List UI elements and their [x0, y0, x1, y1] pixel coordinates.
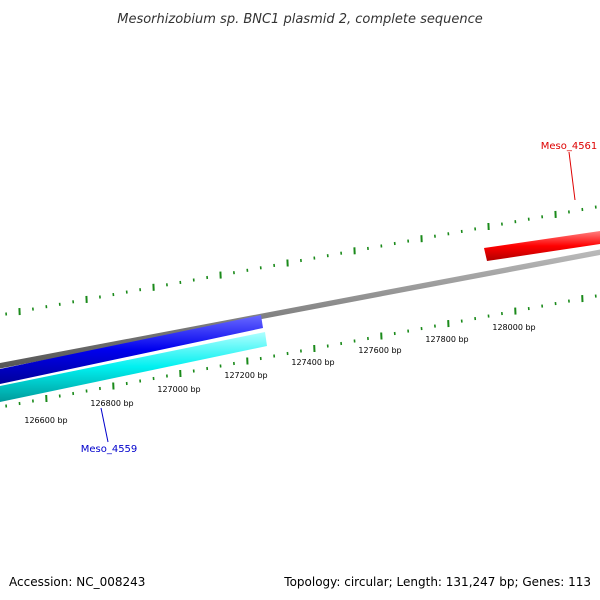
- map-title: Mesorhizobium sp. BNC1 plasmid 2, comple…: [117, 12, 483, 27]
- outer-tick-row: [5, 205, 597, 316]
- accession-text: Accession: NC_008243: [9, 575, 145, 589]
- scale-label: 127400 bp: [291, 358, 334, 367]
- gene-bar-meso-4559-blue[interactable]: [0, 315, 263, 384]
- gene-label-meso-4559[interactable]: Meso_4559: [81, 444, 138, 455]
- gene-leader-meso-4561: [568, 151, 576, 201]
- scale-label: 127200 bp: [224, 371, 267, 380]
- scale-label: 127800 bp: [425, 335, 468, 344]
- inner-tick-row: [5, 294, 597, 408]
- gene-label-meso-4561[interactable]: Meso_4561: [541, 141, 598, 152]
- gene-bar-meso-4561[interactable]: [484, 231, 600, 261]
- scale-label: 127600 bp: [358, 346, 401, 355]
- scale-label: 126600 bp: [24, 416, 67, 425]
- gene-bar-meso-4559-cyan[interactable]: [0, 332, 267, 402]
- gene-leader-meso-4559: [100, 407, 109, 443]
- topology-summary: Topology: circular; Length: 131,247 bp; …: [283, 575, 591, 589]
- scale-label: 128000 bp: [492, 323, 535, 332]
- scale-labels: 126600 bp 126800 bp 127000 bp 127200 bp …: [24, 323, 535, 425]
- scale-label: 127000 bp: [157, 385, 200, 394]
- scale-label: 126800 bp: [90, 399, 133, 408]
